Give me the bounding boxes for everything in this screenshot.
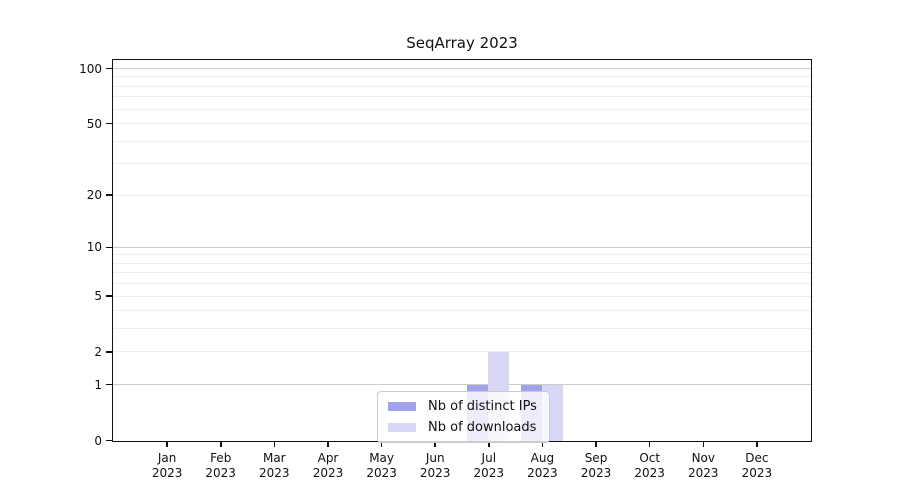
x-tick-label: Sep 2023	[580, 451, 612, 480]
x-tick-label: Aug 2023	[527, 451, 558, 480]
legend-item-distinct-ips: Nb of distinct IPs	[388, 397, 537, 416]
y-tick-label: 1	[94, 377, 102, 392]
y-gridline	[113, 123, 811, 125]
x-tick	[380, 441, 383, 447]
y-tick	[106, 351, 112, 353]
y-gridline	[113, 283, 811, 285]
plot-area	[112, 59, 812, 442]
legend-swatch-downloads	[388, 423, 416, 432]
y-tick-label: 2	[94, 344, 102, 359]
legend-item-downloads: Nb of downloads	[388, 418, 537, 437]
y-tick	[106, 439, 112, 442]
y-gridline	[113, 384, 811, 386]
legend-swatch-distinct-ips	[388, 402, 416, 411]
y-tick-label: 50	[86, 116, 102, 131]
x-tick	[220, 441, 222, 447]
y-tick	[106, 246, 112, 248]
legend-label-downloads: Nb of downloads	[428, 420, 537, 435]
x-tick-label: Oct 2023	[634, 451, 665, 480]
x-tick	[434, 441, 436, 447]
y-tick	[106, 122, 112, 125]
x-tick-label: Mar 2023	[259, 451, 290, 480]
y-gridline	[113, 140, 811, 142]
chart-title: SeqArray 2023	[406, 34, 518, 52]
x-tick-label: Jul 2023	[473, 451, 505, 480]
x-tick	[541, 441, 544, 447]
legend-label-distinct-ips: Nb of distinct IPs	[428, 399, 537, 414]
x-tick-label: Feb 2023	[205, 451, 236, 480]
y-gridline	[113, 295, 811, 297]
x-tick-label: Dec 2023	[741, 451, 773, 480]
y-gridline	[113, 246, 811, 248]
y-tick	[106, 383, 112, 386]
y-gridline	[113, 194, 811, 196]
legend: Nb of distinct IPs Nb of downloads	[377, 391, 550, 443]
y-tick-label: 100	[79, 61, 102, 76]
y-tick	[106, 67, 112, 70]
y-gridline	[113, 96, 811, 98]
y-tick	[106, 194, 112, 196]
x-tick	[273, 441, 276, 447]
y-tick-label: 10	[86, 240, 102, 255]
x-tick	[702, 441, 704, 447]
y-tick-label: 0	[94, 433, 102, 448]
y-gridline	[113, 254, 811, 256]
y-gridline	[113, 310, 811, 312]
y-gridline	[113, 262, 811, 264]
y-gridline	[113, 76, 811, 78]
y-gridline	[113, 351, 811, 353]
y-tick-label: 5	[94, 289, 102, 304]
x-tick	[327, 441, 329, 447]
y-gridline	[113, 163, 811, 165]
x-tick-label: Jun 2023	[419, 451, 451, 480]
y-gridline	[113, 108, 811, 110]
x-tick	[595, 441, 597, 447]
x-tick-label: May 2023	[366, 451, 397, 480]
x-tick	[488, 441, 490, 447]
x-tick	[648, 441, 651, 447]
x-tick-label: Apr 2023	[312, 451, 344, 480]
x-tick-label: Nov 2023	[688, 451, 719, 480]
x-tick-label: Jan 2023	[151, 451, 183, 480]
y-gridline	[113, 272, 811, 274]
x-tick	[756, 441, 758, 447]
y-gridline	[113, 68, 811, 69]
y-gridline	[113, 328, 811, 330]
y-tick	[106, 295, 112, 297]
x-tick	[166, 441, 168, 447]
y-gridline	[113, 85, 811, 87]
y-tick-label: 20	[86, 188, 102, 203]
